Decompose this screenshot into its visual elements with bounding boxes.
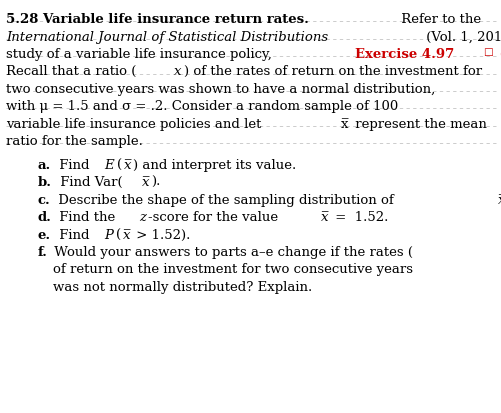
Text: International Journal of Statistical Distributions: International Journal of Statistical Dis…	[6, 31, 328, 43]
Text: x̅: x̅	[321, 211, 329, 223]
Text: represent the mean: represent the mean	[351, 117, 486, 130]
Text: ).: ).	[151, 176, 161, 189]
Text: 5.28 Variable life insurance return rates.: 5.28 Variable life insurance return rate…	[6, 13, 309, 26]
Text: -score for the value: -score for the value	[148, 211, 282, 223]
Text: Recall that a ratio (: Recall that a ratio (	[6, 65, 136, 78]
Text: P: P	[105, 228, 113, 241]
Text: Find: Find	[55, 159, 93, 171]
Text: Find the: Find the	[56, 211, 120, 223]
Text: Describe the shape of the sampling distribution of: Describe the shape of the sampling distr…	[54, 193, 398, 206]
Text: =  1.52.: = 1.52.	[331, 211, 388, 223]
Text: study of a variable life insurance policy,: study of a variable life insurance polic…	[6, 48, 276, 61]
Text: b.: b.	[38, 176, 52, 189]
Text: Would your answers to parts a–e change if the rates (: Would your answers to parts a–e change i…	[50, 245, 413, 258]
Text: Refer to the: Refer to the	[397, 13, 481, 26]
Text: c.: c.	[38, 193, 50, 206]
Text: x̅: x̅	[341, 117, 349, 130]
Text: x̅: x̅	[124, 159, 131, 171]
Text: > 1.52).: > 1.52).	[132, 228, 190, 241]
Text: x̅: x̅	[498, 193, 501, 206]
Text: □: □	[482, 48, 492, 57]
Text: f.: f.	[38, 245, 48, 258]
Text: Find Var(: Find Var(	[56, 176, 122, 189]
Text: E: E	[105, 159, 114, 171]
Text: x̅: x̅	[123, 228, 130, 241]
Text: e.: e.	[38, 228, 51, 241]
Text: (p. 239).: (p. 239).	[495, 48, 501, 61]
Text: ) of the rates of return on the investment for: ) of the rates of return on the investme…	[184, 65, 482, 78]
Text: was not normally distributed? Explain.: was not normally distributed? Explain.	[53, 280, 312, 293]
Text: (: (	[117, 159, 122, 171]
Text: x̅: x̅	[142, 176, 149, 189]
Text: x: x	[174, 65, 182, 78]
Text: ratio for the sample.: ratio for the sample.	[6, 135, 143, 147]
Text: z: z	[139, 211, 146, 223]
Text: of return on the investment for two consecutive years: of return on the investment for two cons…	[53, 263, 413, 275]
Text: Find: Find	[55, 228, 93, 241]
Text: ) and interpret its value.: ) and interpret its value.	[133, 159, 297, 171]
Text: (Vol. 1, 2015): (Vol. 1, 2015)	[422, 31, 501, 43]
Text: d.: d.	[38, 211, 52, 223]
Text: two consecutive years was shown to have a normal distribution,: two consecutive years was shown to have …	[6, 83, 435, 95]
Text: with μ = 1.5 and σ = .2. Consider a random sample of 100: with μ = 1.5 and σ = .2. Consider a rand…	[6, 100, 398, 113]
Text: (: (	[116, 228, 121, 241]
Text: Exercise 4.97: Exercise 4.97	[355, 48, 454, 61]
Text: variable life insurance policies and let: variable life insurance policies and let	[6, 117, 266, 130]
Text: a.: a.	[38, 159, 51, 171]
